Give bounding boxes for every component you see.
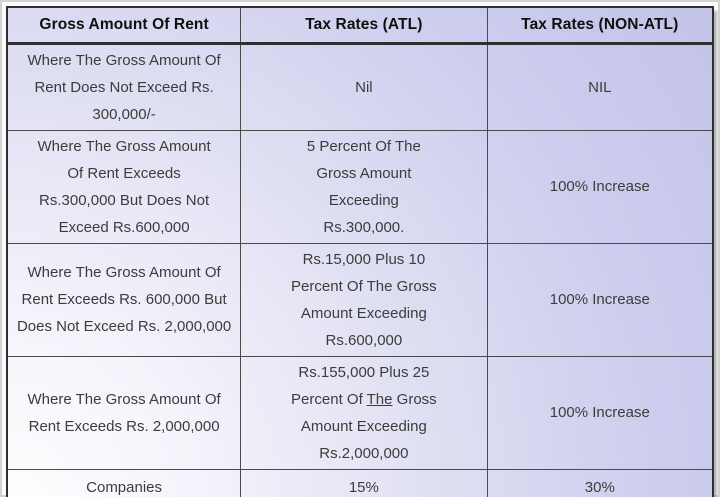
header-row: Gross Amount Of Rent Tax Rates (ATL) Tax… (6, 6, 714, 44)
gross-amount-cell: Where The Gross Amount Of Rent Exceeds R… (6, 355, 242, 470)
atl-rate-cell: Rs.155,000 Plus 25 Percent Of The Gross … (240, 355, 488, 470)
header-tax-rates-atl: Tax Rates (ATL) (240, 6, 488, 44)
non-atl-rate-cell: 100% Increase (486, 242, 714, 357)
non-atl-rate-cell: NIL (486, 42, 714, 131)
table-row: Where The Gross Amount Of Rent Exceeds R… (6, 129, 714, 244)
tax-rates-table: Gross Amount Of Rent Tax Rates (ATL) Tax… (6, 6, 714, 497)
atl-rate-cell: Nil (240, 42, 488, 131)
gross-amount-cell: Where The Gross Amount Of Rent Exceeds R… (6, 129, 242, 244)
non-atl-rate-cell: 100% Increase (486, 355, 714, 470)
gross-amount-cell: Where The Gross Amount Of Rent Exceeds R… (6, 242, 242, 357)
table-row: Where The Gross Amount Of Rent Exceeds R… (6, 355, 714, 470)
non-atl-rate-cell: 30% (486, 468, 714, 497)
header-gross-amount: Gross Amount Of Rent (6, 6, 242, 44)
atl-rate-cell: 15% (240, 468, 488, 497)
table-row: Companies 15% 30% (6, 468, 714, 497)
atl-rate-cell: Rs.15,000 Plus 10 Percent Of The Gross A… (240, 242, 488, 357)
gross-amount-cell: Where The Gross Amount Of Rent Does Not … (6, 42, 242, 131)
gross-amount-cell: Companies (6, 468, 242, 497)
atl-rate-cell: 5 Percent Of The Gross Amount Exceeding … (240, 129, 488, 244)
table-row: Where The Gross Amount Of Rent Exceeds R… (6, 242, 714, 357)
header-tax-rates-non-atl: Tax Rates (NON-ATL) (486, 6, 714, 44)
non-atl-rate-cell: 100% Increase (486, 129, 714, 244)
table-row: Where The Gross Amount Of Rent Does Not … (6, 42, 714, 131)
